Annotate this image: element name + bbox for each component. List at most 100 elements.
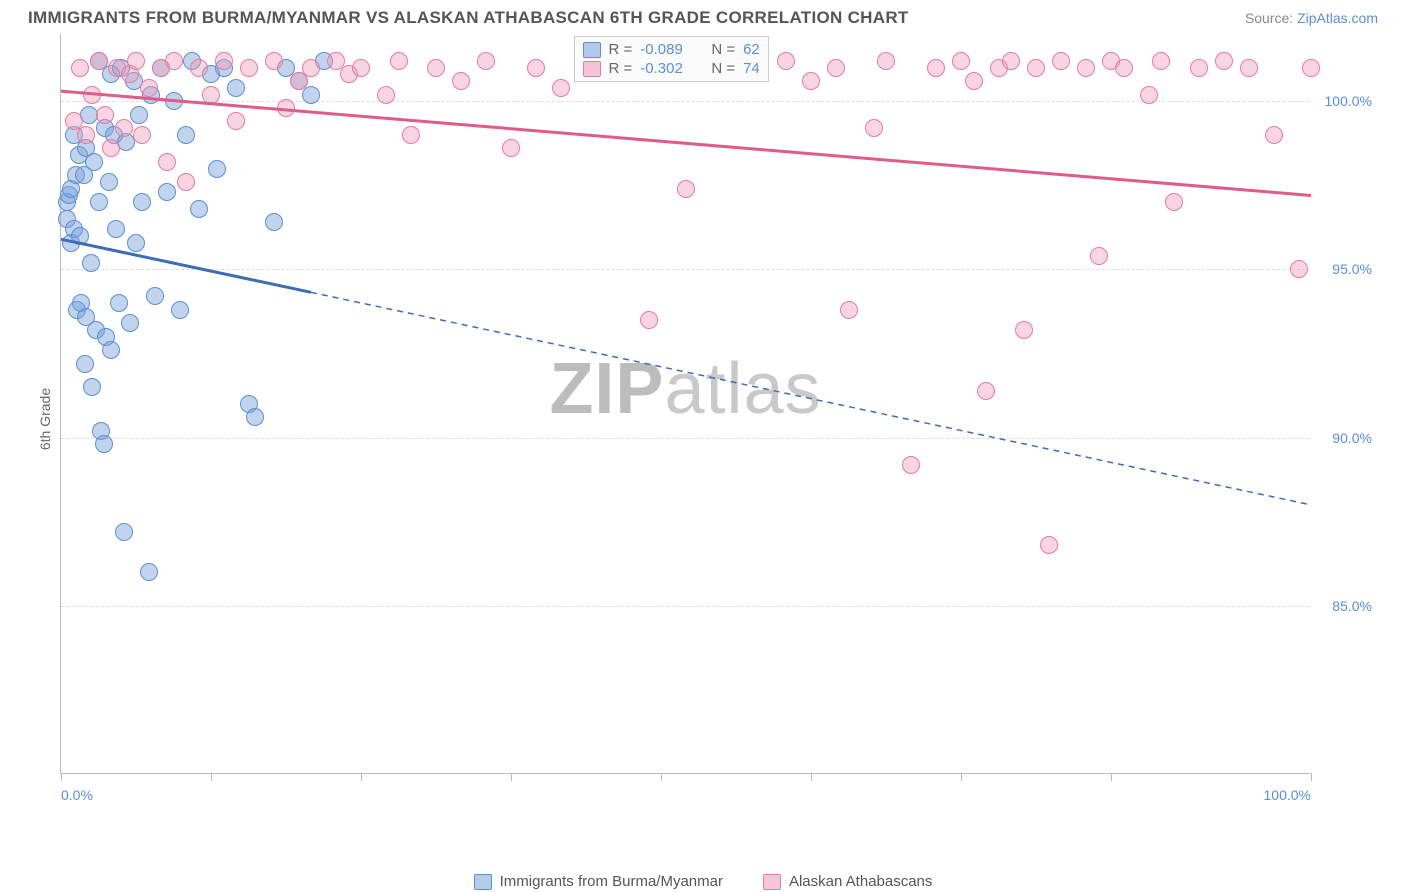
- gridline: [61, 606, 1310, 607]
- data-point: [246, 408, 264, 426]
- data-point: [427, 59, 445, 77]
- data-point: [1077, 59, 1095, 77]
- chart-area: 6th Grade ZIPatlas 85.0%90.0%95.0%100.0%…: [60, 34, 1378, 804]
- x-tick: [211, 773, 212, 781]
- stats-box: R = -0.089 N = 62R = -0.302 N = 74: [574, 36, 769, 82]
- legend-label-pink: Alaskan Athabascans: [789, 873, 932, 890]
- data-point: [127, 234, 145, 252]
- data-point: [121, 314, 139, 332]
- data-point: [140, 563, 158, 581]
- y-axis-label: 6th Grade: [37, 388, 53, 450]
- data-point: [640, 311, 658, 329]
- data-point: [158, 183, 176, 201]
- data-point: [777, 52, 795, 70]
- legend-item-pink: Alaskan Athabascans: [763, 873, 932, 890]
- data-point: [927, 59, 945, 77]
- source-link[interactable]: ZipAtlas.com: [1297, 10, 1378, 26]
- stats-swatch: [583, 61, 601, 77]
- data-point: [277, 99, 295, 117]
- x-tick: [961, 773, 962, 781]
- data-point: [107, 220, 125, 238]
- data-point: [96, 106, 114, 124]
- data-point: [115, 119, 133, 137]
- x-tick-label: 100.0%: [1264, 787, 1311, 803]
- data-point: [165, 92, 183, 110]
- x-tick: [811, 773, 812, 781]
- data-point: [82, 254, 100, 272]
- x-tick: [661, 773, 662, 781]
- data-point: [527, 59, 545, 77]
- gridline: [61, 438, 1310, 439]
- data-point: [390, 52, 408, 70]
- data-point: [133, 193, 151, 211]
- data-point: [1002, 52, 1020, 70]
- data-point: [1027, 59, 1045, 77]
- data-point: [1290, 260, 1308, 278]
- data-point: [877, 52, 895, 70]
- y-tick-label: 95.0%: [1332, 261, 1372, 277]
- data-point: [227, 79, 245, 97]
- x-tick: [61, 773, 62, 781]
- data-point: [1215, 52, 1233, 70]
- data-point: [83, 86, 101, 104]
- plot-region: ZIPatlas 85.0%90.0%95.0%100.0%0.0%100.0%…: [60, 34, 1310, 774]
- data-point: [1015, 321, 1033, 339]
- data-point: [477, 52, 495, 70]
- data-point: [965, 72, 983, 90]
- data-point: [90, 193, 108, 211]
- x-tick: [361, 773, 362, 781]
- source-prefix: Source:: [1245, 10, 1297, 26]
- data-point: [265, 213, 283, 231]
- data-point: [840, 301, 858, 319]
- y-tick-label: 85.0%: [1332, 598, 1372, 614]
- data-point: [240, 59, 258, 77]
- data-point: [302, 86, 320, 104]
- data-point: [1302, 59, 1320, 77]
- data-point: [952, 52, 970, 70]
- x-tick-label: 0.0%: [61, 787, 93, 803]
- gridline: [61, 101, 1310, 102]
- source-attribution: Source: ZipAtlas.com: [1245, 10, 1378, 26]
- data-point: [146, 287, 164, 305]
- data-point: [95, 435, 113, 453]
- x-tick: [1111, 773, 1112, 781]
- data-point: [827, 59, 845, 77]
- data-point: [1040, 536, 1058, 554]
- data-point: [85, 153, 103, 171]
- data-point: [77, 126, 95, 144]
- data-point: [133, 126, 151, 144]
- chart-title: IMMIGRANTS FROM BURMA/MYANMAR VS ALASKAN…: [28, 8, 909, 28]
- y-tick-label: 100.0%: [1325, 93, 1372, 109]
- data-point: [1140, 86, 1158, 104]
- legend-swatch-blue: [474, 874, 492, 890]
- gridline: [61, 269, 1310, 270]
- data-point: [802, 72, 820, 90]
- data-point: [1115, 59, 1133, 77]
- x-tick: [1311, 773, 1312, 781]
- legend-label-blue: Immigrants from Burma/Myanmar: [500, 873, 723, 890]
- data-point: [102, 341, 120, 359]
- chart-header: IMMIGRANTS FROM BURMA/MYANMAR VS ALASKAN…: [0, 0, 1406, 34]
- legend-item-blue: Immigrants from Burma/Myanmar: [474, 873, 723, 890]
- data-point: [552, 79, 570, 97]
- x-tick: [511, 773, 512, 781]
- data-point: [1090, 247, 1108, 265]
- data-point: [115, 523, 133, 541]
- stats-row: R = -0.302 N = 74: [583, 59, 760, 78]
- data-point: [140, 79, 158, 97]
- data-point: [202, 86, 220, 104]
- data-point: [1152, 52, 1170, 70]
- stats-row: R = -0.089 N = 62: [583, 40, 760, 59]
- data-point: [190, 59, 208, 77]
- data-point: [90, 52, 108, 70]
- data-point: [71, 227, 89, 245]
- data-point: [110, 294, 128, 312]
- data-point: [1052, 52, 1070, 70]
- data-point: [677, 180, 695, 198]
- data-point: [158, 153, 176, 171]
- data-point: [102, 139, 120, 157]
- data-point: [902, 456, 920, 474]
- data-point: [171, 301, 189, 319]
- data-point: [227, 112, 245, 130]
- data-point: [100, 173, 118, 191]
